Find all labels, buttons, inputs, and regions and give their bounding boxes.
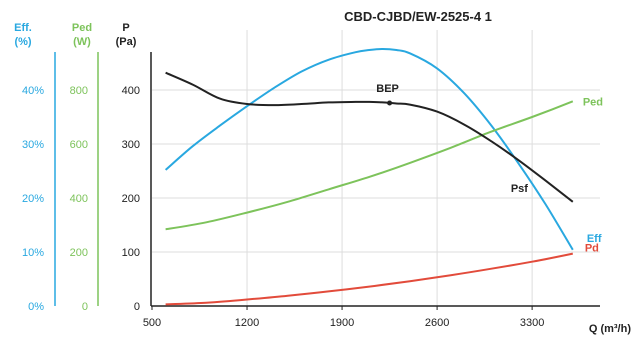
bep-label: BEP: [376, 83, 399, 95]
p-tick-label: 300: [122, 139, 140, 151]
bep-marker: [387, 100, 392, 105]
p-axis-unit: (Pa): [116, 36, 137, 48]
x-tick-label: 2600: [425, 317, 449, 329]
series-label-psf: Psf: [511, 183, 528, 195]
eff-tick-label: 40%: [22, 85, 44, 97]
series-line-eff: [166, 49, 573, 250]
ped-tick-label: 0: [82, 301, 88, 313]
p-axis-title: P: [122, 22, 129, 34]
ped-tick-label: 800: [70, 85, 88, 97]
x-tick-label: 3300: [520, 317, 544, 329]
eff-tick-label: 20%: [22, 193, 44, 205]
x-tick-label: 500: [143, 317, 161, 329]
ped-tick-label: 400: [70, 193, 88, 205]
p-tick-label: 0: [134, 301, 140, 313]
ped-axis-unit: (W): [73, 36, 91, 48]
eff-tick-label: 30%: [22, 139, 44, 151]
eff-axis-title: Eff.: [14, 22, 32, 34]
series-label-pd: Pd: [585, 243, 599, 255]
ped-tick-label: 600: [70, 139, 88, 151]
x-tick-label: 1900: [330, 317, 354, 329]
series-lines: [166, 49, 573, 304]
series-line-pd: [166, 254, 573, 305]
p-tick-label: 200: [122, 193, 140, 205]
eff-tick-label: 0%: [28, 301, 44, 313]
x-axis-title: Q (m³/h): [589, 323, 631, 335]
p-tick-label: 100: [122, 247, 140, 259]
ped-tick-label: 200: [70, 247, 88, 259]
series-label-ped: Ped: [583, 96, 603, 108]
grid: [152, 30, 600, 306]
p-tick-label: 400: [122, 85, 140, 97]
ped-axis-title: Ped: [72, 22, 92, 34]
eff-tick-label: 10%: [22, 247, 44, 259]
x-tick-label: 1200: [235, 317, 259, 329]
eff-axis-unit: (%): [14, 36, 31, 48]
chart-title: CBD-CJBD/EW-2525-4 1: [344, 9, 492, 24]
